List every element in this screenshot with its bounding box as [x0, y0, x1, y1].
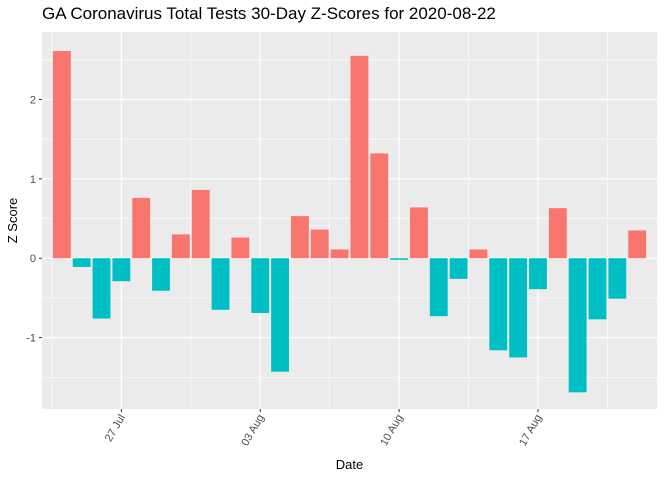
bar-2020-08-02 — [231, 237, 250, 259]
chart-title: GA Coronavirus Total Tests 30-Day Z-Scor… — [42, 4, 496, 23]
x-tick-label: 17 Aug — [517, 413, 545, 449]
bar-2020-08-14 — [469, 249, 488, 259]
bar-2020-08-09 — [370, 153, 389, 259]
y-tick-label: -1 — [26, 333, 36, 345]
y-axis-title: Z Score — [5, 198, 20, 244]
y-axis: -1 0 1 2 — [26, 94, 42, 345]
x-axis-title: Date — [336, 457, 363, 472]
bar-2020-08-22 — [628, 230, 647, 259]
bar-2020-08-12 — [429, 258, 448, 317]
bar-2020-07-30 — [171, 234, 190, 259]
bar-2020-08-18 — [548, 208, 567, 259]
y-tick-label: 1 — [30, 174, 36, 186]
bar-2020-08-11 — [410, 207, 428, 259]
bar-2020-07-27 — [112, 258, 131, 282]
bar-2020-08-04 — [271, 258, 289, 372]
bars — [52, 51, 647, 393]
bar-2020-08-19 — [568, 258, 587, 393]
x-tick-label: 27 Jul — [103, 413, 128, 444]
bar-2020-08-01 — [211, 258, 230, 310]
x-tick-label: 03 Aug — [239, 413, 267, 449]
y-tick-label: 0 — [30, 253, 36, 265]
bar-2020-08-17 — [529, 258, 547, 290]
bar-2020-08-13 — [449, 258, 468, 279]
bar-2020-08-10 — [390, 258, 409, 260]
bar-2020-08-21 — [608, 258, 627, 299]
bar-2020-07-29 — [152, 258, 170, 291]
bar-2020-08-20 — [588, 258, 607, 320]
bar-2020-08-07 — [330, 249, 349, 259]
bar-2020-07-25 — [72, 258, 91, 267]
bar-2020-07-28 — [132, 197, 151, 259]
y-tick-label: 2 — [30, 94, 36, 106]
bar-2020-07-24 — [52, 51, 71, 259]
minor-gridlines — [42, 32, 657, 409]
bar-2020-08-16 — [509, 258, 528, 358]
bar-2020-07-31 — [191, 189, 210, 259]
bar-2020-07-26 — [92, 258, 111, 319]
bar-2020-08-15 — [489, 258, 508, 351]
bar-2020-08-06 — [310, 229, 329, 259]
x-axis: 27 Jul 03 Aug 10 Aug 17 Aug — [103, 409, 545, 448]
bar-2020-08-08 — [350, 55, 369, 259]
bar-2020-08-03 — [251, 258, 270, 313]
x-tick-label: 10 Aug — [378, 413, 406, 449]
bar-2020-08-05 — [290, 216, 309, 259]
